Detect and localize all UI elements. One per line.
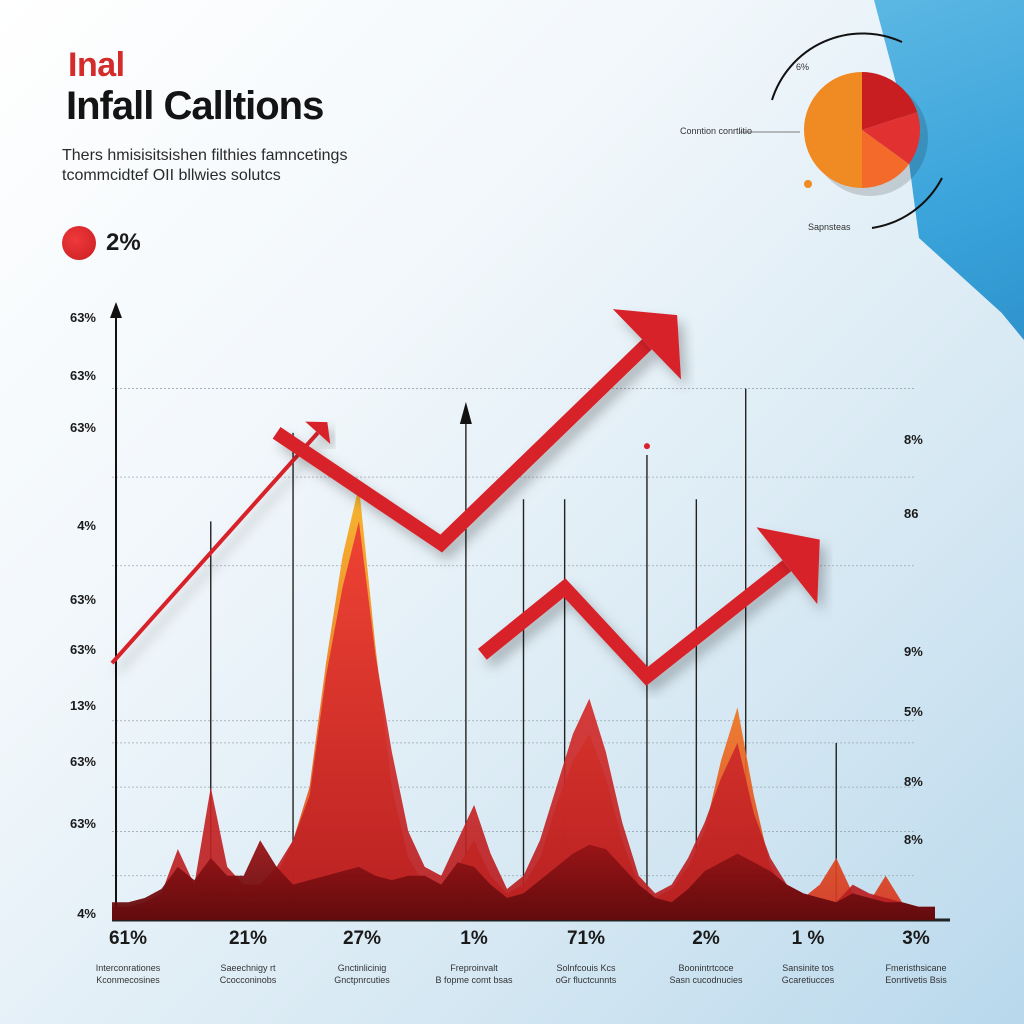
subtitle-line-1: Thers hmisisitsishen filthies famnceting… bbox=[62, 147, 348, 164]
pie-slice bbox=[862, 112, 920, 165]
x-category-label: 21% bbox=[228, 928, 268, 949]
x-category-sublabel: Saeechnigy rt Ccocconinobs bbox=[193, 962, 303, 986]
area-series-1 bbox=[112, 521, 935, 920]
x-category-sublabel-line: oGr fluctcunnts bbox=[555, 975, 617, 985]
trend-arrow-2-head-icon bbox=[612, 309, 682, 380]
x-category-label: 1% bbox=[460, 928, 488, 949]
y-tick-label-left: 63% bbox=[69, 816, 96, 831]
y-tick-label-right: 9% bbox=[904, 644, 923, 659]
y-tick-label-right: 8% bbox=[904, 432, 923, 447]
x-category-sublabel-line: Fmeristhsicane bbox=[885, 963, 947, 973]
x-category-sublabel-line: Gcaretiucces bbox=[781, 975, 835, 985]
x-category-sublabel-line: Ccocconinobs bbox=[219, 975, 277, 985]
legend-dot-icon bbox=[62, 226, 96, 260]
subtitle-line-2: tcommcidtef OII bllwies solutcs bbox=[62, 167, 281, 184]
trend-arrow-3 bbox=[477, 560, 792, 686]
y-tick-label-left: 63% bbox=[69, 754, 96, 769]
x-category-label: 61% bbox=[108, 928, 148, 949]
pie-left-label: Conntion conrtlitio bbox=[680, 126, 753, 136]
y-tick-label-left: 63% bbox=[69, 368, 96, 383]
trend-arrow-3-head-icon bbox=[756, 527, 820, 605]
x-category-sublabel-line: Boonintrtcoce bbox=[678, 963, 734, 973]
y-tick-label-left: 13% bbox=[69, 698, 96, 713]
x-category-sublabel-line: Gnctpnrcuties bbox=[334, 975, 390, 985]
y-axis-arrow-icon bbox=[110, 302, 122, 318]
x-category-sublabel-line: B fopme comt bsas bbox=[435, 975, 513, 985]
pie-top-label: 6% bbox=[796, 62, 810, 72]
x-category-sublabel-line: Freproinvalt bbox=[450, 963, 498, 973]
x-category-sublabel-line: Solnfcouis Kcs bbox=[556, 963, 616, 973]
x-category-sublabel-line: Saeechnigy rt bbox=[220, 963, 276, 973]
x-category-label: 71% bbox=[566, 928, 606, 949]
pie-orbit-arc bbox=[871, 177, 943, 229]
marker-arrow-icon bbox=[459, 401, 472, 424]
y-tick-label-left: 63% bbox=[69, 310, 96, 325]
y-tick-label-right: 5% bbox=[904, 704, 923, 719]
x-category-sublabel-line: Sasn cucodnucies bbox=[669, 975, 743, 985]
kicker-title: Inal bbox=[68, 46, 125, 84]
trend-arrow-2 bbox=[272, 339, 652, 553]
pie-slice bbox=[862, 130, 909, 188]
y-tick-label-left: 4% bbox=[77, 518, 96, 533]
x-category-sublabel: Freproinvalt B fopme comt bsas bbox=[419, 962, 529, 986]
x-category-label: 1 % bbox=[791, 928, 825, 949]
legend: 2% bbox=[62, 226, 141, 260]
pie-slice bbox=[804, 72, 862, 188]
trend-arrow-1 bbox=[110, 431, 320, 665]
area-series-0 bbox=[112, 840, 935, 920]
x-category-sublabel: Fmeristhsicane Eonrtivetis Bsis bbox=[861, 962, 971, 986]
x-category-sublabel-line: Sansinite tos bbox=[782, 963, 834, 973]
pie-bottom-label: Sapnsteas bbox=[808, 222, 851, 232]
y-tick-label-left: 63% bbox=[69, 642, 96, 657]
x-category-sublabel-line: Interconrationes bbox=[95, 963, 161, 973]
pie-dot bbox=[804, 180, 812, 188]
y-tick-label-right: 86 bbox=[904, 506, 919, 521]
y-tick-label-left: 63% bbox=[69, 420, 96, 435]
x-category-sublabel: Interconrationes Kconmecosines bbox=[73, 962, 183, 986]
x-category-sublabel: Gnctinlicinig Gnctpnrcuties bbox=[307, 962, 417, 986]
x-category-sublabel-line: Gnctinlicinig bbox=[337, 963, 387, 973]
y-tick-label-right: 8% bbox=[904, 774, 923, 789]
x-category-sublabel-line: Eonrtivetis Bsis bbox=[885, 975, 947, 985]
y-tick-label-right: 8% bbox=[904, 832, 923, 847]
y-tick-label-left: 63% bbox=[69, 592, 96, 607]
pie-orbit-arc bbox=[771, 32, 903, 101]
marker-dot bbox=[643, 443, 650, 450]
x-category-sublabel: Boonintrtcoce Sasn cucodnucies bbox=[651, 962, 761, 986]
pie-slice bbox=[862, 72, 918, 130]
page-title: Infall Calltions bbox=[66, 84, 324, 128]
x-category-label: 2% bbox=[692, 928, 720, 949]
x-category-sublabel: Solnfcouis Kcs oGr fluctcunnts bbox=[531, 962, 641, 986]
legend-label: 2% bbox=[106, 229, 141, 256]
x-category-sublabel: Sansinite tos Gcaretiucces bbox=[753, 962, 863, 986]
trend-arrow-1-head-icon bbox=[305, 421, 331, 445]
x-category-sublabel-line: Kconmecosines bbox=[96, 975, 160, 985]
x-category-label: 3% bbox=[902, 928, 930, 949]
y-tick-label-left: 4% bbox=[77, 906, 96, 921]
subtitle: Thers hmisisitsishen filthies famnceting… bbox=[62, 146, 422, 186]
x-category-label: 27% bbox=[342, 928, 382, 949]
